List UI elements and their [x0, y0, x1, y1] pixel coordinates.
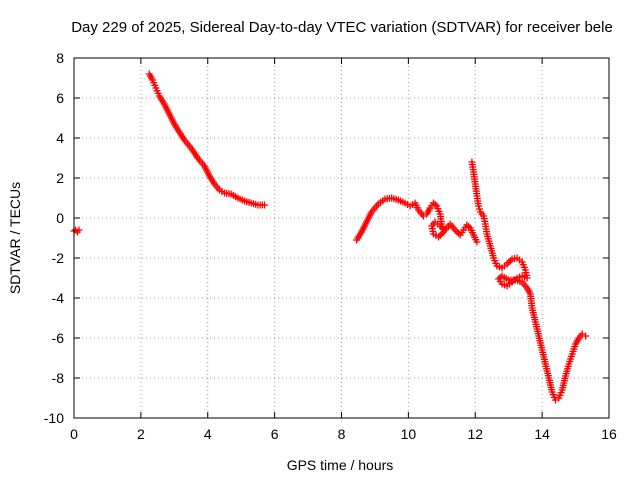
data-point	[503, 260, 511, 268]
data-point	[431, 201, 439, 208]
data-point	[429, 199, 437, 207]
y-tick-label: -8	[52, 370, 65, 386]
x-tick-label: 8	[338, 426, 346, 442]
x-tick-label: 10	[401, 426, 417, 442]
y-tick-label: 6	[56, 90, 64, 106]
data-point	[455, 229, 463, 237]
data-point	[438, 230, 446, 238]
data-point	[495, 275, 503, 283]
data-point	[475, 202, 483, 210]
data-point	[582, 332, 590, 340]
x-tick-label: 14	[534, 426, 550, 442]
x-axis-label: GPS time / hours	[287, 457, 394, 473]
x-tick-label: 0	[70, 426, 78, 442]
chart-title: Day 229 of 2025, Sidereal Day-to-day VTE…	[71, 19, 613, 36]
y-axis-label: SDTVAR / TECUs	[7, 182, 23, 294]
y-tick-label: 2	[56, 170, 64, 186]
x-tick-label: 2	[137, 426, 145, 442]
data-point	[451, 226, 459, 234]
data-point	[473, 238, 481, 246]
x-tick-label: 6	[271, 426, 279, 442]
y-tick-label: -6	[52, 330, 65, 346]
data-point	[475, 205, 483, 213]
data-point	[261, 201, 269, 209]
y-axis: -10 -8 -6 -4 -2 0 2 4 6 8	[44, 50, 609, 426]
data-point	[505, 258, 513, 266]
y-tick-label: -10	[44, 410, 64, 426]
y-tick-label: -4	[52, 290, 65, 306]
x-tick-label: 4	[204, 426, 212, 442]
data-point	[463, 221, 471, 229]
x-tick-label: 16	[601, 426, 617, 442]
data-point	[506, 257, 514, 265]
y-tick-label: 8	[56, 50, 64, 66]
data-point	[465, 223, 473, 230]
y-tick-label: 4	[56, 130, 64, 146]
grid	[74, 58, 609, 418]
y-tick-label: 0	[56, 210, 64, 226]
data-points	[70, 70, 590, 404]
x-axis: 0 2 4 6 8 10 12 14 16	[70, 58, 617, 442]
data-point	[453, 228, 461, 236]
x-tick-label: 12	[467, 426, 483, 442]
data-point	[75, 226, 83, 234]
y-tick-label: -2	[52, 250, 65, 266]
